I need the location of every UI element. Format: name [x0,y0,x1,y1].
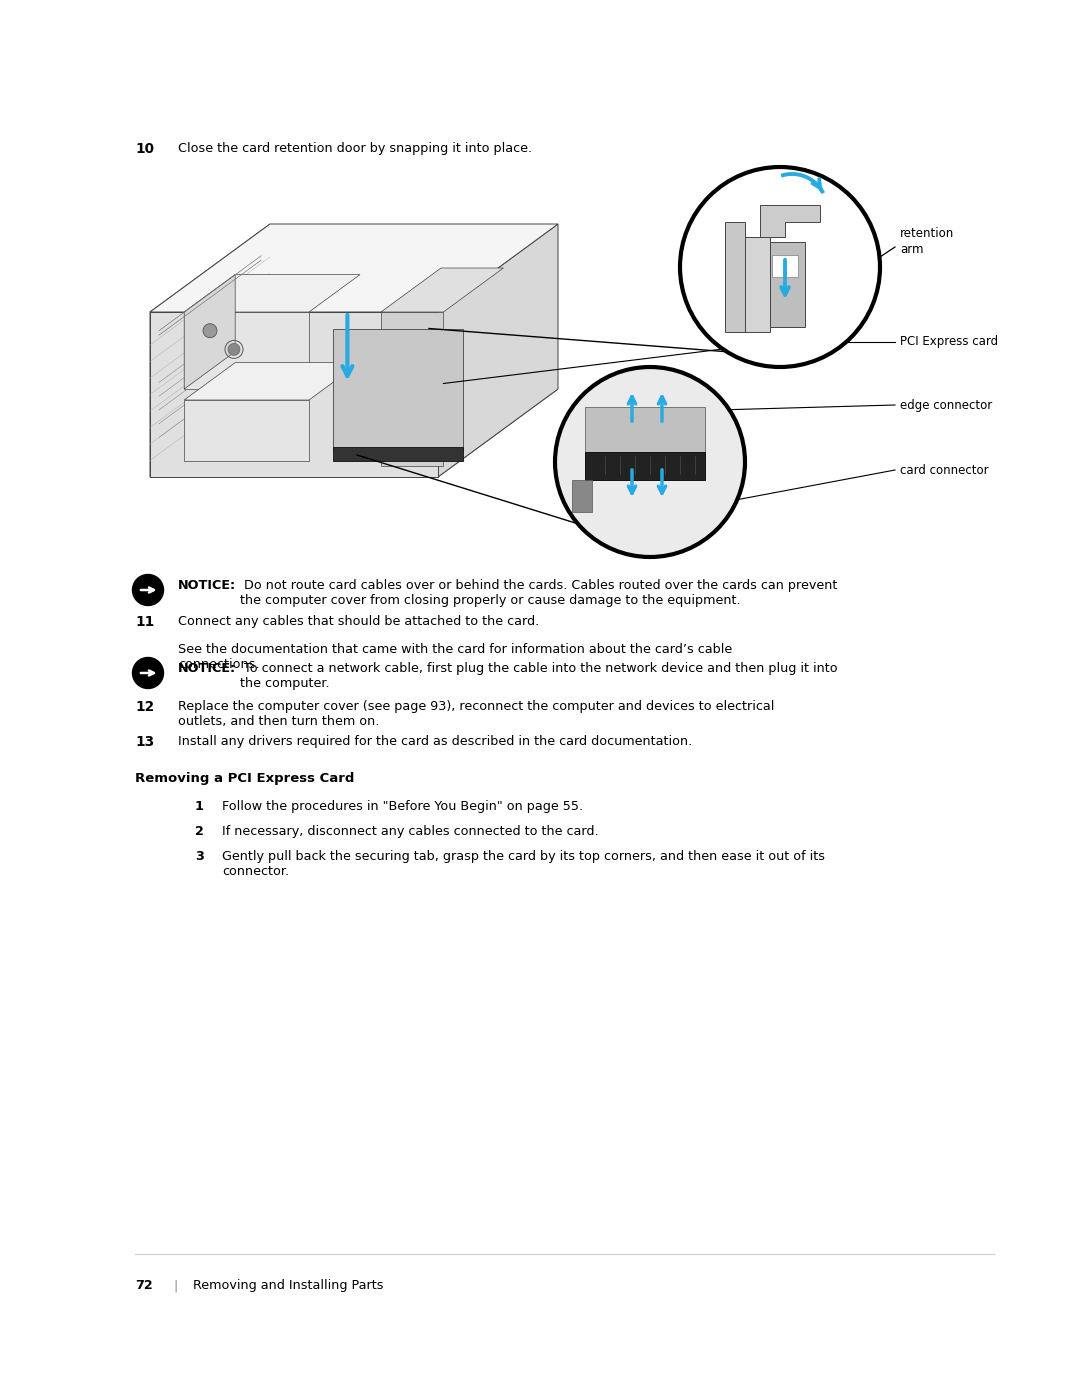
Polygon shape [760,205,820,237]
Text: card connector: card connector [900,464,988,476]
Polygon shape [572,481,592,511]
Text: NOTICE:: NOTICE: [178,662,237,675]
Text: Do not route card cables over or behind the cards. Cables routed over the cards : Do not route card cables over or behind … [240,578,837,608]
Text: Close the card retention door by snapping it into place.: Close the card retention door by snappin… [178,142,532,155]
Polygon shape [150,388,558,476]
Text: Gently pull back the securing tab, grasp the card by its top corners, and then e: Gently pull back the securing tab, grasp… [222,849,825,877]
Polygon shape [150,312,438,476]
Text: If necessary, disconnect any cables connected to the card.: If necessary, disconnect any cables conn… [222,826,598,838]
Polygon shape [770,242,805,327]
Circle shape [133,574,163,605]
Circle shape [680,168,880,367]
Text: See the documentation that came with the card for information about the card’s c: See the documentation that came with the… [178,643,732,671]
Text: 1: 1 [195,800,204,813]
Polygon shape [150,224,270,476]
Text: 10: 10 [135,142,154,156]
Polygon shape [185,275,360,312]
Circle shape [133,658,163,689]
Polygon shape [333,447,462,461]
Text: 11: 11 [135,615,154,629]
Text: Replace the computer cover (see page 93), reconnect the computer and devices to : Replace the computer cover (see page 93)… [178,700,774,728]
Text: NOTICE:: NOTICE: [178,578,237,592]
Text: 2: 2 [195,826,204,838]
Polygon shape [585,453,705,481]
Polygon shape [438,224,558,476]
Circle shape [203,324,217,338]
Polygon shape [585,407,705,453]
Polygon shape [150,224,558,312]
Text: Install any drivers required for the card as described in the card documentation: Install any drivers required for the car… [178,735,692,747]
Text: edge connector: edge connector [900,398,993,412]
Text: 13: 13 [135,735,154,749]
Polygon shape [381,312,444,467]
Text: 12: 12 [135,700,154,714]
Polygon shape [745,237,770,332]
Polygon shape [185,312,309,388]
Polygon shape [381,268,503,312]
Polygon shape [185,275,235,388]
Text: Connect any cables that should be attached to the card.: Connect any cables that should be attach… [178,615,539,629]
Text: Follow the procedures in "Before You Begin" on page 55.: Follow the procedures in "Before You Beg… [222,800,583,813]
Text: PCI Express card: PCI Express card [900,335,998,348]
Text: retention
arm: retention arm [900,226,955,256]
Polygon shape [333,328,462,450]
Polygon shape [185,400,309,461]
Polygon shape [772,256,798,277]
Text: To connect a network cable, first plug the cable into the network device and the: To connect a network cable, first plug t… [240,662,838,690]
Text: 3: 3 [195,849,204,863]
Text: Removing and Installing Parts: Removing and Installing Parts [193,1280,383,1292]
Circle shape [228,344,240,355]
Text: Removing a PCI Express Card: Removing a PCI Express Card [135,773,354,785]
Polygon shape [185,363,360,400]
Text: |: | [173,1280,177,1292]
Circle shape [555,367,745,557]
Polygon shape [725,222,745,332]
Text: 72: 72 [135,1280,152,1292]
